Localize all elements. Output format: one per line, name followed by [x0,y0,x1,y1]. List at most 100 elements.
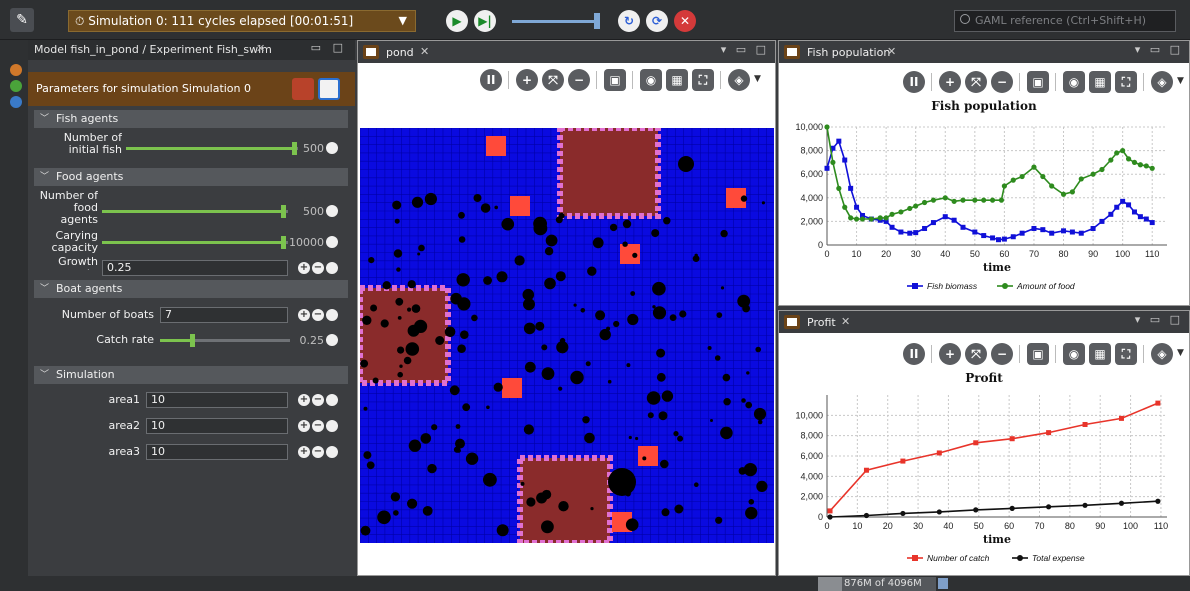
fish-population-tab[interactable]: Fish population ✕ ▾ ▭ □ [779,41,1189,63]
growth-rate-edit-button[interactable] [326,262,338,274]
plus-icon[interactable]: + [298,394,310,406]
parameters-tab[interactable]: Model fish_in_pond / Experiment Fish_swi… [28,40,355,60]
group-fish-agents[interactable]: ﹀ Fish agents [34,110,348,128]
revert-icon[interactable] [292,78,314,100]
food-agents-slider-handle[interactable] [281,205,286,218]
chevron-down-icon[interactable]: ▼ [1177,348,1184,358]
catch-rate-slider-handle[interactable] [190,334,195,347]
fish-agent [627,314,638,325]
zoom-fit-icon[interactable]: ⤧ [965,71,987,93]
plus-icon[interactable]: + [298,420,310,432]
simulation-selector[interactable]: ⏱ Simulation 0: 111 cycles elapsed [00:0… [68,10,416,32]
minus-icon[interactable]: − [312,309,324,321]
step-icon[interactable]: ▶| [474,10,496,32]
area3-edit-button[interactable] [326,446,338,458]
sync-icon[interactable]: ⟳ [646,10,668,32]
minus-icon[interactable]: − [312,446,324,458]
lock-icon[interactable]: ▣ [604,69,626,91]
speed-slider-handle[interactable] [594,13,600,29]
edit-icon[interactable]: ✎ [10,8,34,32]
pause-icon[interactable]: II [903,71,925,93]
close-icon[interactable]: ✕ [420,45,429,58]
minimize-icon[interactable]: ▭ [311,41,321,54]
area2-edit-button[interactable] [326,420,338,432]
fish-groups-edit-button[interactable] [326,142,338,154]
group-boat-agents[interactable]: ﹀ Boat agents [34,280,348,298]
data-point [972,230,977,235]
profit-chart[interactable]: Profit 0 10 20 30 40 50 60 70 80 90 100 110 0 2,000 4,0… [779,369,1189,575]
snapshot-icon[interactable]: ◉ [640,69,662,91]
zoom-in-icon[interactable]: + [939,71,961,93]
garbage-collect-icon[interactable] [938,578,948,589]
area1-input[interactable]: 10 [146,392,288,408]
boats-edit-button[interactable] [326,309,338,321]
catch-rate-edit-button[interactable] [326,334,338,346]
minus-icon[interactable]: − [312,394,324,406]
growth-rate-input[interactable]: 0.25 [102,260,288,276]
reload-icon[interactable]: ↻ [618,10,640,32]
snapshot-icon[interactable]: ◉ [1063,343,1085,365]
boats-input[interactable]: 7 [160,307,288,323]
data-point [1138,214,1143,219]
view-controls[interactable]: ▾ ▭ □ [1135,43,1183,56]
pond-tab[interactable]: pond ✕ ▾ ▭ □ [358,41,775,63]
gaml-search-input[interactable]: GAML reference (Ctrl+Shift+H) [954,10,1176,32]
play-icon[interactable]: ▶ [446,10,468,32]
lock-icon[interactable]: ▣ [1027,71,1049,93]
carrying-capacity-edit-button[interactable] [326,236,338,248]
layers-icon[interactable]: ◈ [728,69,750,91]
fullscreen-icon[interactable]: ⛶ [692,69,714,91]
layers-icon[interactable]: ◈ [1151,71,1173,93]
chevron-down-icon[interactable]: ▼ [754,74,761,84]
zoom-out-icon[interactable]: − [991,71,1013,93]
pause-icon[interactable]: II [480,69,502,91]
close-icon[interactable]: ✕ [256,42,265,55]
food-agents-edit-button[interactable] [326,205,338,217]
pause-icon[interactable]: II [903,343,925,365]
snapshot-icon[interactable]: ◉ [1063,71,1085,93]
plus-icon[interactable]: + [298,262,310,274]
fish-agent [425,193,437,205]
group-simulation[interactable]: ﹀ Simulation [34,366,348,384]
monitor-icon[interactable] [318,78,340,100]
area3-input[interactable]: 10 [146,444,288,460]
minus-icon[interactable]: − [312,420,324,432]
zoom-fit-icon[interactable]: ⤧ [965,343,987,365]
fullscreen-icon[interactable]: ⛶ [1115,343,1137,365]
group-food-agents[interactable]: ﹀ Food agents [34,168,348,186]
perspective-icon[interactable] [10,64,22,76]
fullscreen-icon[interactable]: ⛶ [1115,71,1137,93]
close-icon[interactable]: ✕ [674,10,696,32]
profit-tab[interactable]: Profit ✕ ▾ ▭ □ [779,311,1189,333]
lock-icon[interactable]: ▣ [1027,343,1049,365]
background-icon[interactable]: ▦ [666,69,688,91]
y-tick-label: 10,000 [795,410,823,420]
area1-edit-button[interactable] [326,394,338,406]
view-controls[interactable]: ▾ ▭ □ [1135,313,1183,326]
close-icon[interactable]: ✕ [841,315,850,328]
data-point [878,215,883,220]
background-icon[interactable]: ▦ [1089,71,1111,93]
zoom-out-icon[interactable]: − [568,69,590,91]
close-icon[interactable]: ✕ [887,45,896,58]
pond-grid[interactable] [360,128,774,543]
data-point [1155,401,1160,406]
background-icon[interactable]: ▦ [1089,343,1111,365]
zoom-out-icon[interactable]: − [991,343,1013,365]
chevron-down-icon[interactable]: ▼ [1177,76,1184,86]
zoom-in-icon[interactable]: + [939,343,961,365]
zoom-fit-icon[interactable]: ⤧ [542,69,564,91]
view-controls[interactable]: ▾ ▭ □ [721,43,769,56]
maximize-icon[interactable]: □ [333,41,343,54]
plus-icon[interactable]: + [298,446,310,458]
area2-input[interactable]: 10 [146,418,288,434]
fish-population-chart[interactable]: Fish population 0 10 20 30 40 50 60 70 80 90 100 110… [779,97,1189,305]
fish-agent [523,298,535,310]
speed-slider[interactable] [512,20,598,23]
zoom-in-icon[interactable]: + [516,69,538,91]
plus-icon[interactable]: + [298,309,310,321]
view-icon[interactable] [10,80,22,92]
layers-icon[interactable]: ◈ [1151,343,1173,365]
minus-icon[interactable]: − [312,262,324,274]
console-icon[interactable] [10,96,22,108]
